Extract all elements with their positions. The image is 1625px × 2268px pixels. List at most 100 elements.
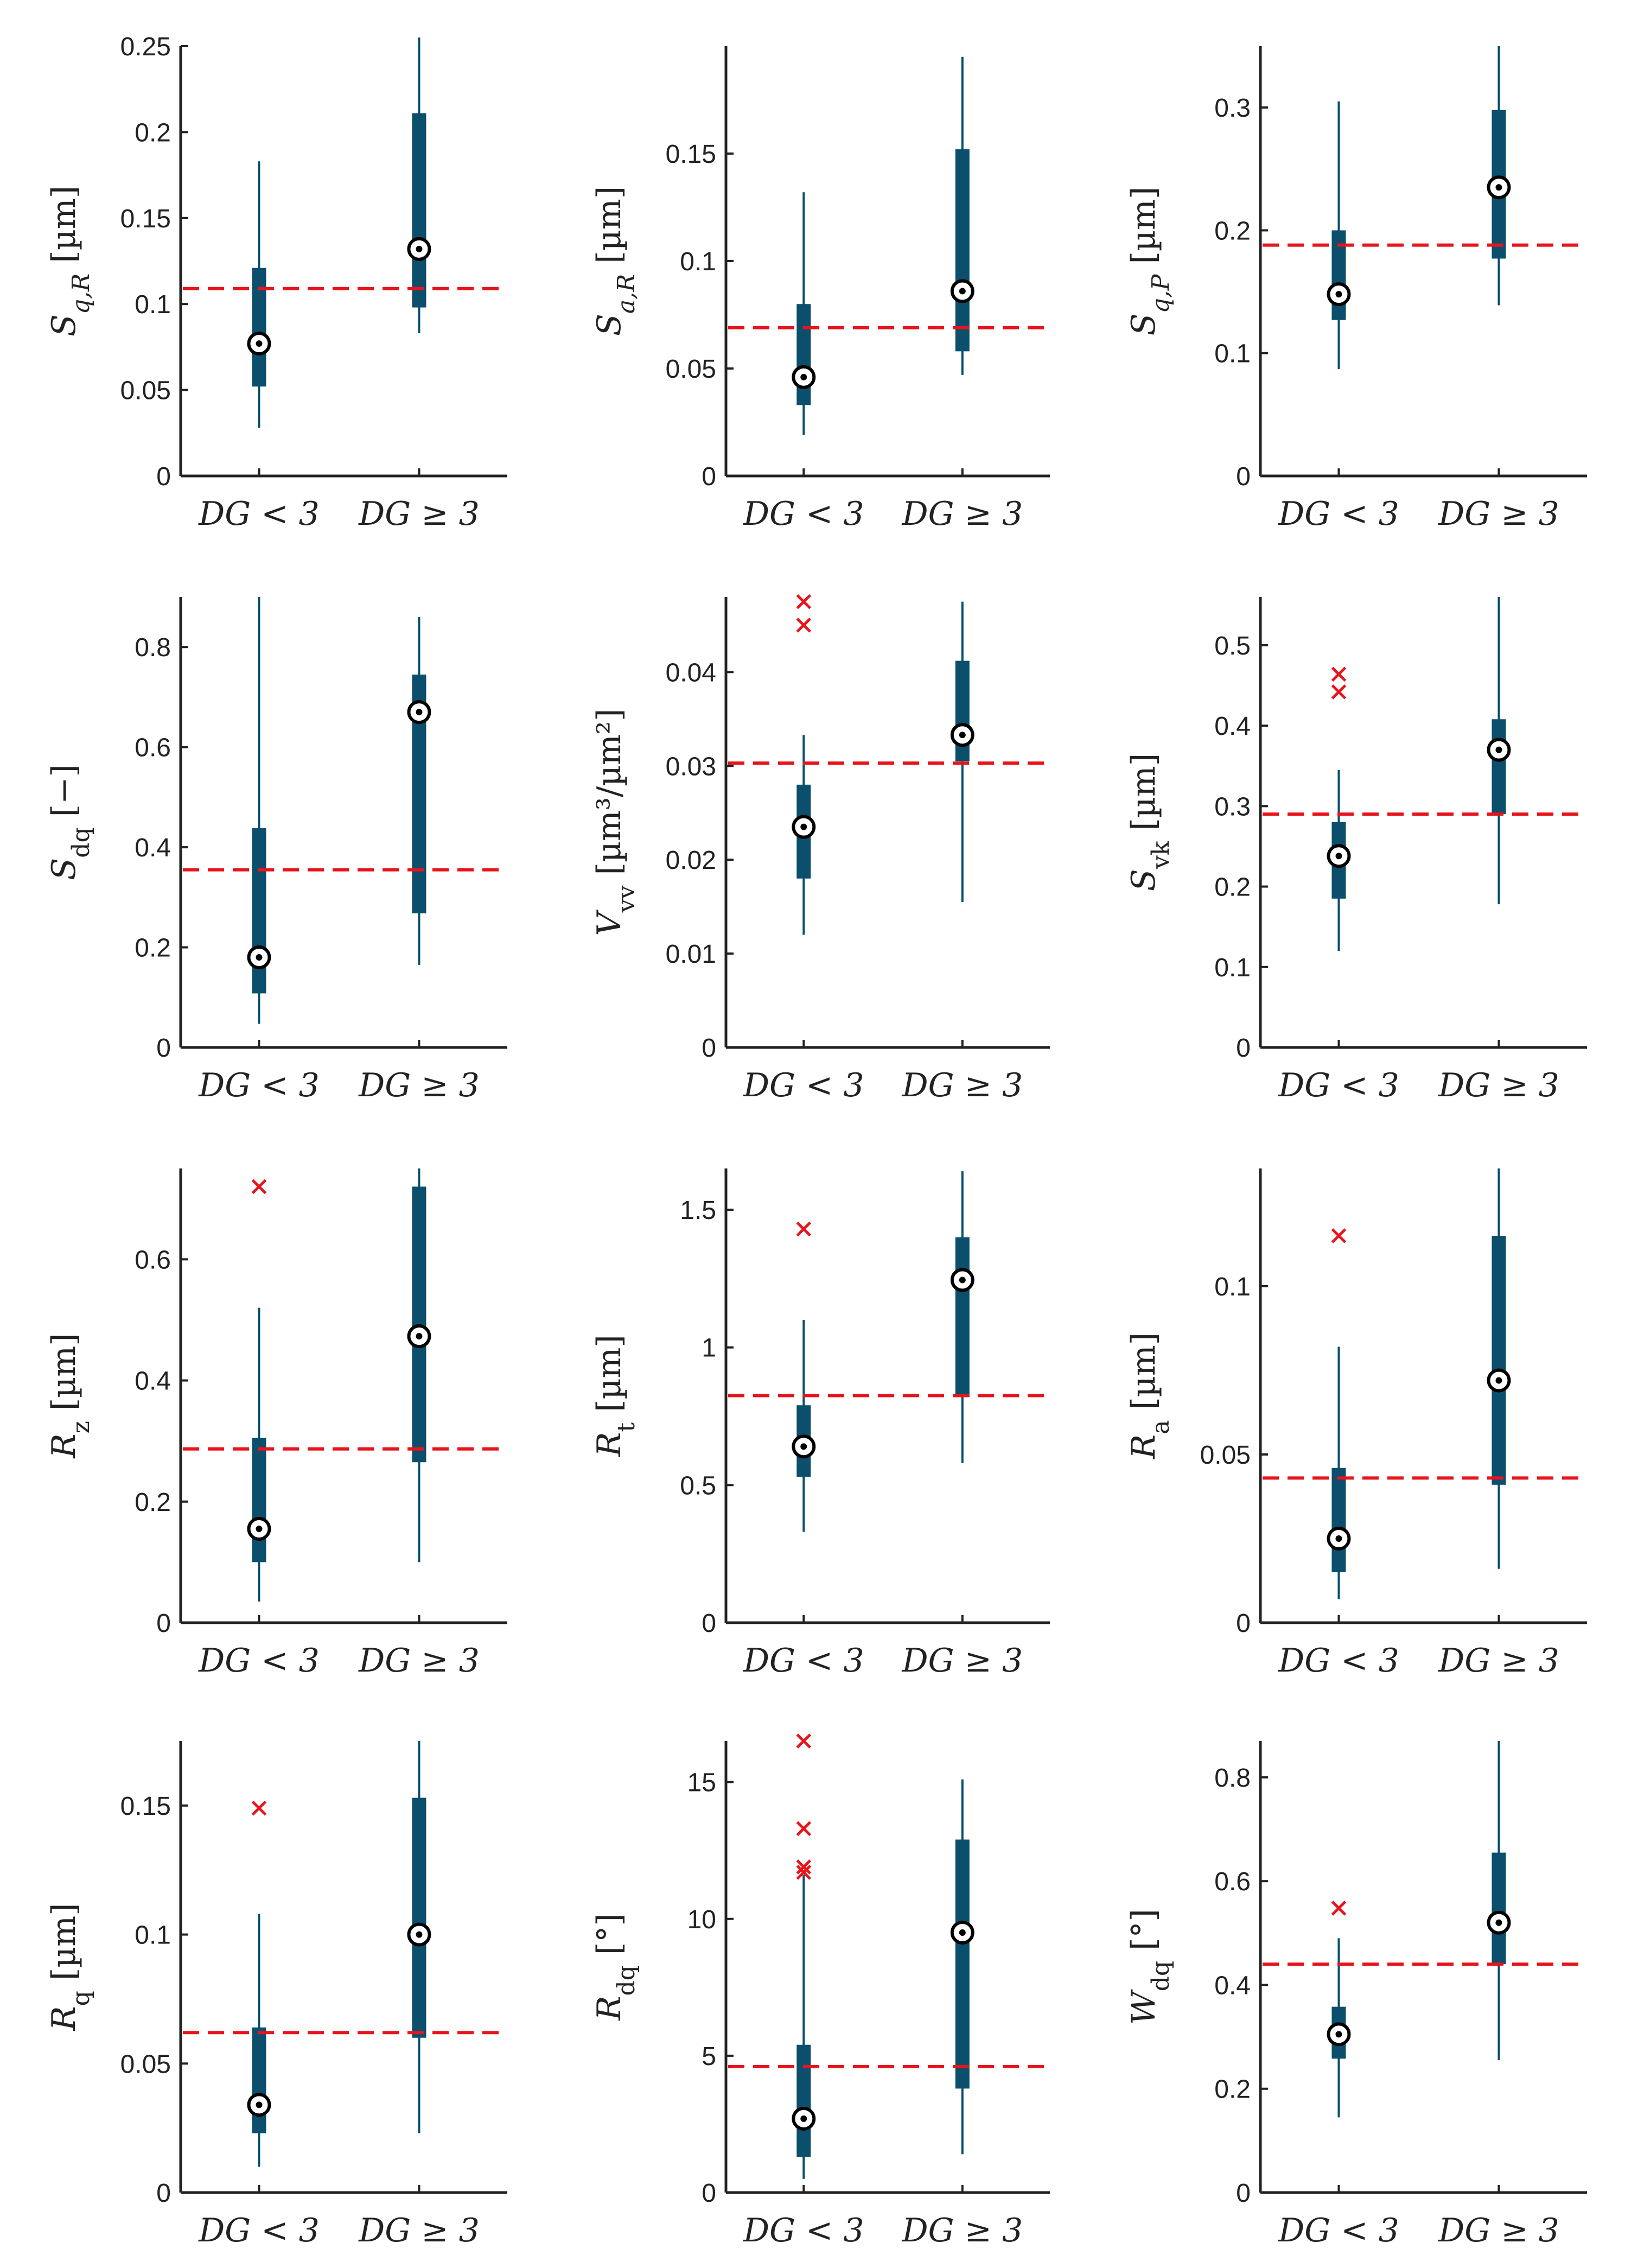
y-tick-label: 0	[702, 1034, 716, 1063]
x-category-label: DG ≥ 3	[358, 2212, 480, 2250]
y-tick-label: 0.6	[135, 1246, 171, 1274]
y-tick-label: 15	[687, 1769, 716, 1797]
y-tick-label: 0.4	[135, 1367, 171, 1396]
panel-12: 0 0.2 0.4 0.6 0.8 DG < 3 DG ≥ 3 Wdq [°]	[1125, 1741, 1587, 2250]
y-tick-label: 0.2	[1214, 873, 1251, 902]
median-dot	[959, 1929, 966, 1936]
y-tick-label: 0.1	[135, 290, 171, 319]
y-tick-label: 0	[156, 1609, 171, 1638]
x-category-label: DG ≥ 3	[1438, 1642, 1559, 1680]
panel-9: 0 0.05 0.1 DG < 3 DG ≥ 3 Ra [µm]	[1125, 1168, 1587, 1680]
iqr-box	[955, 1237, 970, 1397]
y-tick-label: 0.05	[1200, 1441, 1251, 1470]
y-axis-label: Vvv [µm³/µm²]	[590, 708, 640, 936]
outlier-marker	[1331, 1228, 1347, 1243]
y-tick-label: 0	[702, 1609, 716, 1638]
iqr-box	[1492, 719, 1506, 815]
y-axis-label: Wdq [°]	[1125, 1909, 1175, 2025]
median-dot	[1335, 291, 1342, 298]
outlier-marker	[796, 1859, 812, 1875]
iqr-box	[1492, 1852, 1506, 1965]
median-dot	[800, 373, 807, 380]
y-tick-label: 0.1	[1214, 1273, 1251, 1301]
median-dot	[800, 2115, 807, 2122]
outlier-marker	[796, 1821, 812, 1837]
x-category-label: DG < 3	[198, 2212, 320, 2250]
iqr-box	[252, 2027, 266, 2133]
median-dot	[959, 732, 966, 739]
panel-6: 0 0.1 0.2 0.3 0.4 0.5 DG < 3 DG ≥ 3 Svk [µm]	[1125, 597, 1587, 1104]
iqr-box	[412, 1797, 426, 2038]
median-dot	[800, 823, 807, 830]
median-dot	[1335, 2031, 1342, 2038]
outlier-marker	[796, 1733, 812, 1749]
y-tick-label: 0.2	[135, 118, 171, 147]
panel-11: 0 5 10 15 DG < 3 DG ≥ 3 Rdq [°]	[590, 1733, 1050, 2250]
y-tick-label: 0	[156, 2179, 171, 2208]
x-category-label: DG ≥ 3	[358, 1642, 480, 1680]
y-tick-label: 0.1	[1214, 340, 1251, 369]
iqr-box	[1492, 1236, 1506, 1485]
iqr-box	[796, 304, 811, 405]
y-tick-label: 0.1	[135, 1921, 171, 1950]
median-dot	[256, 2101, 263, 2108]
median-dot	[256, 340, 263, 347]
y-axis-label: Sq,R [µm]	[45, 186, 95, 336]
x-category-label: DG < 3	[198, 1642, 320, 1680]
y-axis-label: Sq,P [µm]	[1125, 187, 1175, 336]
x-category-label: DG ≥ 3	[358, 495, 480, 533]
outlier-marker	[796, 1221, 812, 1237]
median-dot	[959, 1276, 966, 1284]
y-tick-label: 0.01	[666, 940, 716, 969]
iqr-box	[796, 2044, 811, 2157]
y-tick-label: 1	[702, 1334, 716, 1363]
y-tick-label: 0.15	[120, 1792, 171, 1821]
y-axis-label: Ra [µm]	[1125, 1332, 1175, 1459]
x-category-label: DG < 3	[743, 1642, 864, 1680]
outlier-marker	[796, 1865, 812, 1880]
y-axis-label: Rt [µm]	[590, 1335, 640, 1457]
x-category-label: DG < 3	[198, 1066, 320, 1104]
x-category-label: DG < 3	[1278, 2212, 1399, 2250]
median-dot	[800, 1443, 807, 1450]
x-category-label: DG ≥ 3	[358, 1066, 480, 1104]
median-dot	[256, 1526, 263, 1533]
panel-8: 0 0.5 1 1.5 DG < 3 DG ≥ 3 Rt [µm]	[590, 1168, 1050, 1680]
x-category-label: DG ≥ 3	[901, 1066, 1023, 1104]
iqr-box	[1331, 1467, 1346, 1572]
y-tick-label: 0	[1236, 1034, 1251, 1063]
y-tick-label: 0.15	[666, 140, 716, 169]
x-category-label: DG ≥ 3	[1438, 2212, 1559, 2250]
x-category-label: DG ≥ 3	[901, 495, 1023, 533]
y-tick-label: 0.3	[1214, 792, 1251, 821]
panel-1: 0 0.05 0.1 0.15 0.2 0.25 DG < 3 DG ≥ 3 Sq,R [µm]	[45, 33, 507, 533]
y-tick-label: 0	[702, 462, 716, 491]
y-tick-label: 0.8	[135, 633, 171, 662]
iqr-box	[955, 149, 970, 352]
y-tick-label: 0.4	[135, 834, 171, 862]
median-dot	[416, 245, 423, 252]
y-tick-label: 0	[1236, 2179, 1251, 2208]
median-dot	[1495, 1919, 1502, 1926]
y-tick-label: 0.05	[666, 355, 716, 384]
y-tick-label: 0	[1236, 1609, 1251, 1638]
iqr-box	[252, 268, 266, 387]
y-tick-label: 0.04	[666, 658, 716, 687]
y-tick-label: 0.05	[120, 2050, 171, 2079]
panel-10: 0 0.05 0.1 0.15 DG < 3 DG ≥ 3 Rq [µm]	[45, 1741, 507, 2250]
y-tick-label: 0.1	[680, 247, 716, 276]
outlier-marker	[1331, 1901, 1347, 1916]
y-tick-label: 0.05	[120, 377, 171, 405]
median-dot	[1335, 1535, 1342, 1542]
outlier-marker	[251, 1800, 267, 1816]
y-tick-label: 0.6	[1214, 1867, 1251, 1896]
panel-5: 0 0.01 0.02 0.03 0.04 DG < 3 DG ≥ 3 Vvv [µm³/µm…	[590, 594, 1050, 1104]
x-category-label: DG ≥ 3	[1438, 1066, 1559, 1104]
y-tick-label: 0.2	[135, 1488, 171, 1517]
y-tick-label: 0.15	[120, 205, 171, 233]
panel-2: 0 0.05 0.1 0.15 DG < 3 DG ≥ 3 Sa,R [µm]	[590, 46, 1050, 533]
x-category-label: DG < 3	[743, 1066, 864, 1104]
y-tick-label: 0.3	[1214, 94, 1251, 123]
y-tick-label: 0.03	[666, 752, 716, 781]
outlier-marker	[1331, 666, 1347, 682]
